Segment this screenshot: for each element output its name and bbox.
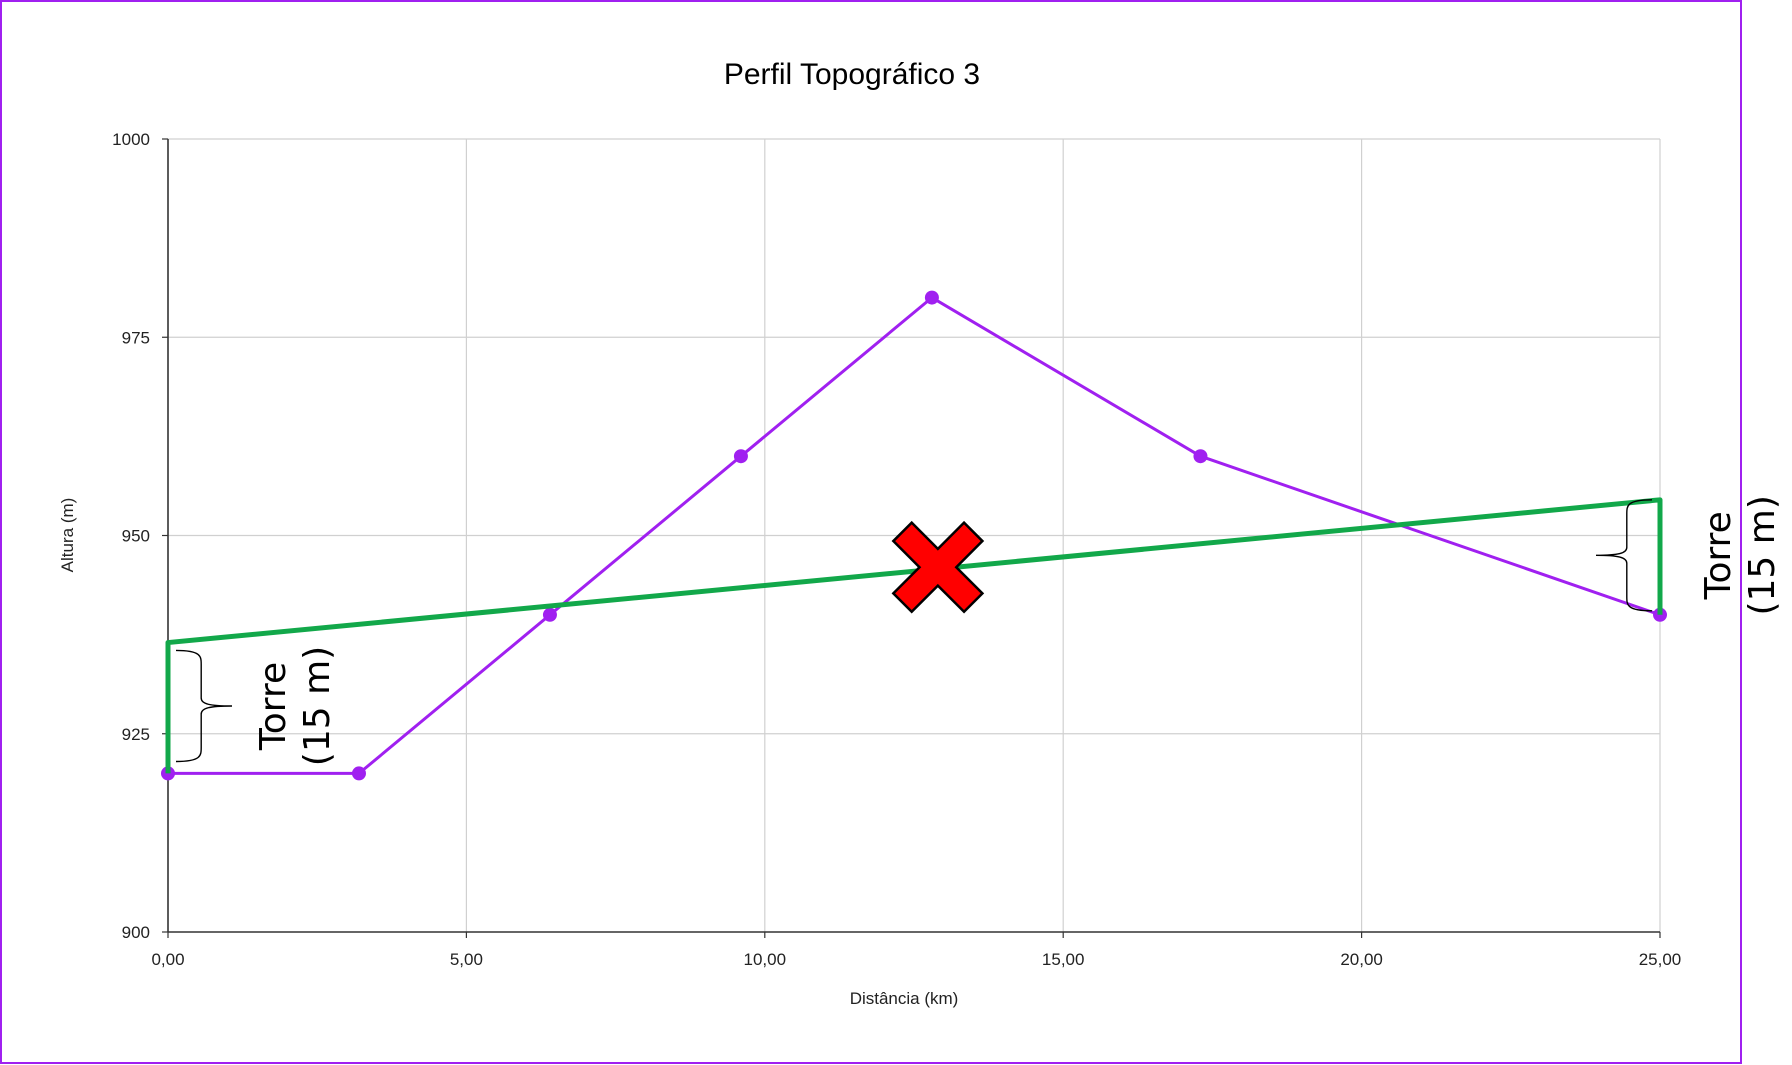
tower-label-line: (15 m) bbox=[297, 646, 338, 766]
frame-border bbox=[0, 0, 1742, 1064]
tower-label-line: Torre bbox=[1698, 511, 1739, 600]
x-tick-label: 5,00 bbox=[450, 950, 483, 969]
data-point-marker bbox=[542, 607, 557, 622]
obstruction-marker bbox=[891, 520, 985, 614]
tower-annotations: Torre (15 m)Torre (15 m) bbox=[175, 495, 1783, 766]
y-tick-label: 950 bbox=[122, 527, 150, 546]
y-tick-label: 900 bbox=[122, 923, 150, 942]
y-tick-label: 1000 bbox=[112, 130, 150, 149]
tower-label: Torre (15 m) bbox=[253, 646, 338, 766]
x-tick-label: 0,00 bbox=[151, 950, 184, 969]
data-point-marker bbox=[924, 290, 939, 305]
tower-label-line: Torre bbox=[253, 662, 294, 751]
tower-brace bbox=[175, 649, 233, 763]
x-axis-title: Distância (km) bbox=[850, 989, 959, 1008]
axes bbox=[162, 138, 1661, 938]
x-tick-label: 25,00 bbox=[1639, 950, 1682, 969]
tower-label-line: (15 m) bbox=[1742, 495, 1783, 615]
y-tick-label: 975 bbox=[122, 328, 150, 347]
x-tick-label: 15,00 bbox=[1042, 950, 1085, 969]
y-tick-label: 925 bbox=[122, 725, 150, 744]
chart-title: Perfil Topográfico 3 bbox=[724, 58, 980, 91]
tower-brace bbox=[1595, 499, 1653, 612]
tick-labels: 900 925 950 975 1000 0,00 5,00 10,00 15,00 20,00 2… bbox=[112, 130, 1681, 969]
tower-label: Torre (15 m) bbox=[1698, 495, 1783, 615]
x-tick-label: 20,00 bbox=[1340, 950, 1383, 969]
data-point-marker bbox=[1193, 449, 1208, 464]
data-point-marker bbox=[733, 449, 748, 464]
data-point-marker bbox=[351, 766, 366, 781]
x-mark-icon bbox=[891, 520, 985, 614]
x-tick-label: 10,00 bbox=[744, 950, 787, 969]
y-axis-title: Altura (m) bbox=[58, 498, 77, 573]
